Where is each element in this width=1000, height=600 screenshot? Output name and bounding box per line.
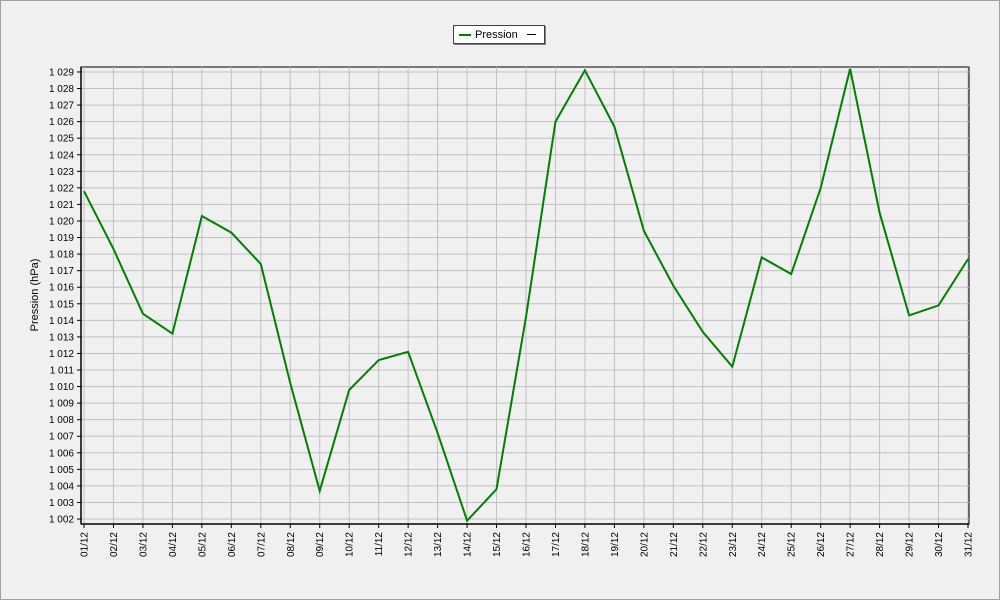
x-tick-label: 05/12 xyxy=(197,532,208,557)
x-tick-label: 17/12 xyxy=(551,532,562,557)
x-tick-label: 23/12 xyxy=(728,532,739,557)
x-tick-label: 19/12 xyxy=(610,532,621,557)
x-tick-label: 18/12 xyxy=(580,532,591,557)
series-group xyxy=(83,68,969,523)
y-tick-label: 1 003 xyxy=(49,498,74,509)
legend-dash xyxy=(526,34,536,35)
x-tick-label: 12/12 xyxy=(404,532,415,557)
x-tick-label: 14/12 xyxy=(463,532,474,557)
x-tick-label: 07/12 xyxy=(256,532,267,557)
y-tick-label: 1 006 xyxy=(49,448,74,459)
y-tick-label: 1 026 xyxy=(49,117,74,128)
y-tick-label: 1 002 xyxy=(49,515,74,526)
x-tick-label: 22/12 xyxy=(698,532,709,557)
x-tick-label: 28/12 xyxy=(875,532,886,557)
y-tick-label: 1 025 xyxy=(49,134,74,145)
x-tick-label: 21/12 xyxy=(669,532,680,557)
y-axis: 1 002 1 003 1 004 1 005 1 006 1 007 1 008 1 009… xyxy=(49,67,82,526)
x-tick-label: 31/12 xyxy=(964,532,975,557)
y-tick-label: 1 011 xyxy=(50,366,75,377)
y-tick-label: 1 022 xyxy=(49,183,74,194)
legend-label: Pression xyxy=(475,28,518,41)
x-tick-label: 09/12 xyxy=(315,532,326,557)
y-tick-label: 1 029 xyxy=(49,67,74,78)
y-tick-label: 1 008 xyxy=(49,415,74,426)
x-tick-label: 11/12 xyxy=(374,532,385,557)
y-tick-label: 1 012 xyxy=(49,349,74,360)
x-tick-label: 16/12 xyxy=(522,532,533,557)
y-tick-label: 1 019 xyxy=(49,233,74,244)
x-tick-label: 10/12 xyxy=(345,532,356,557)
x-tick-label: 04/12 xyxy=(168,532,179,557)
y-tick-label: 1 010 xyxy=(49,382,74,393)
y-tick-label: 1 017 xyxy=(49,266,74,277)
y-tick-label: 1 013 xyxy=(49,332,74,343)
y-tick-label: 1 018 xyxy=(49,250,74,261)
y-tick-label: 1 007 xyxy=(49,432,74,443)
grid xyxy=(81,67,969,524)
y-tick-label: 1 028 xyxy=(49,84,74,95)
x-tick-label: 06/12 xyxy=(227,532,238,557)
series-line-pression xyxy=(83,68,969,523)
x-tick-label: 08/12 xyxy=(286,532,297,557)
y-tick-label: 1 016 xyxy=(49,283,74,294)
y-tick-label: 1 005 xyxy=(49,465,74,476)
x-tick-label: 02/12 xyxy=(109,532,120,557)
x-tick-label: 29/12 xyxy=(905,532,916,557)
x-tick-label: 25/12 xyxy=(787,532,798,557)
legend: Pression xyxy=(453,25,545,44)
legend-swatch xyxy=(459,33,471,36)
y-axis-title: Pression (hPa) xyxy=(29,259,41,332)
y-tick-label: 1 020 xyxy=(49,216,74,227)
x-tick-label: 26/12 xyxy=(816,532,827,557)
x-axis: 01/12 02/12 03/12 04/12 05/12 06/12 07/12 08/12… xyxy=(80,523,975,557)
y-tick-label: 1 014 xyxy=(49,316,74,327)
x-tick-label: 20/12 xyxy=(639,532,650,557)
x-tick-label: 30/12 xyxy=(934,532,945,557)
y-tick-label: 1 024 xyxy=(49,150,74,161)
x-tick-label: 15/12 xyxy=(492,532,503,557)
y-tick-label: 1 021 xyxy=(49,200,74,211)
y-tick-label: 1 027 xyxy=(49,101,74,112)
x-tick-label: 24/12 xyxy=(757,532,768,557)
y-tick-label: 1 004 xyxy=(49,481,74,492)
x-tick-label: 01/12 xyxy=(80,532,91,557)
y-tick-label: 1 015 xyxy=(49,299,74,310)
plot-area xyxy=(80,66,970,525)
x-tick-label: 27/12 xyxy=(846,532,857,557)
x-tick-label: 13/12 xyxy=(433,532,444,557)
x-tick-label: 03/12 xyxy=(138,532,149,557)
y-tick-label: 1 009 xyxy=(49,399,74,410)
y-tick-label: 1 023 xyxy=(49,167,74,178)
